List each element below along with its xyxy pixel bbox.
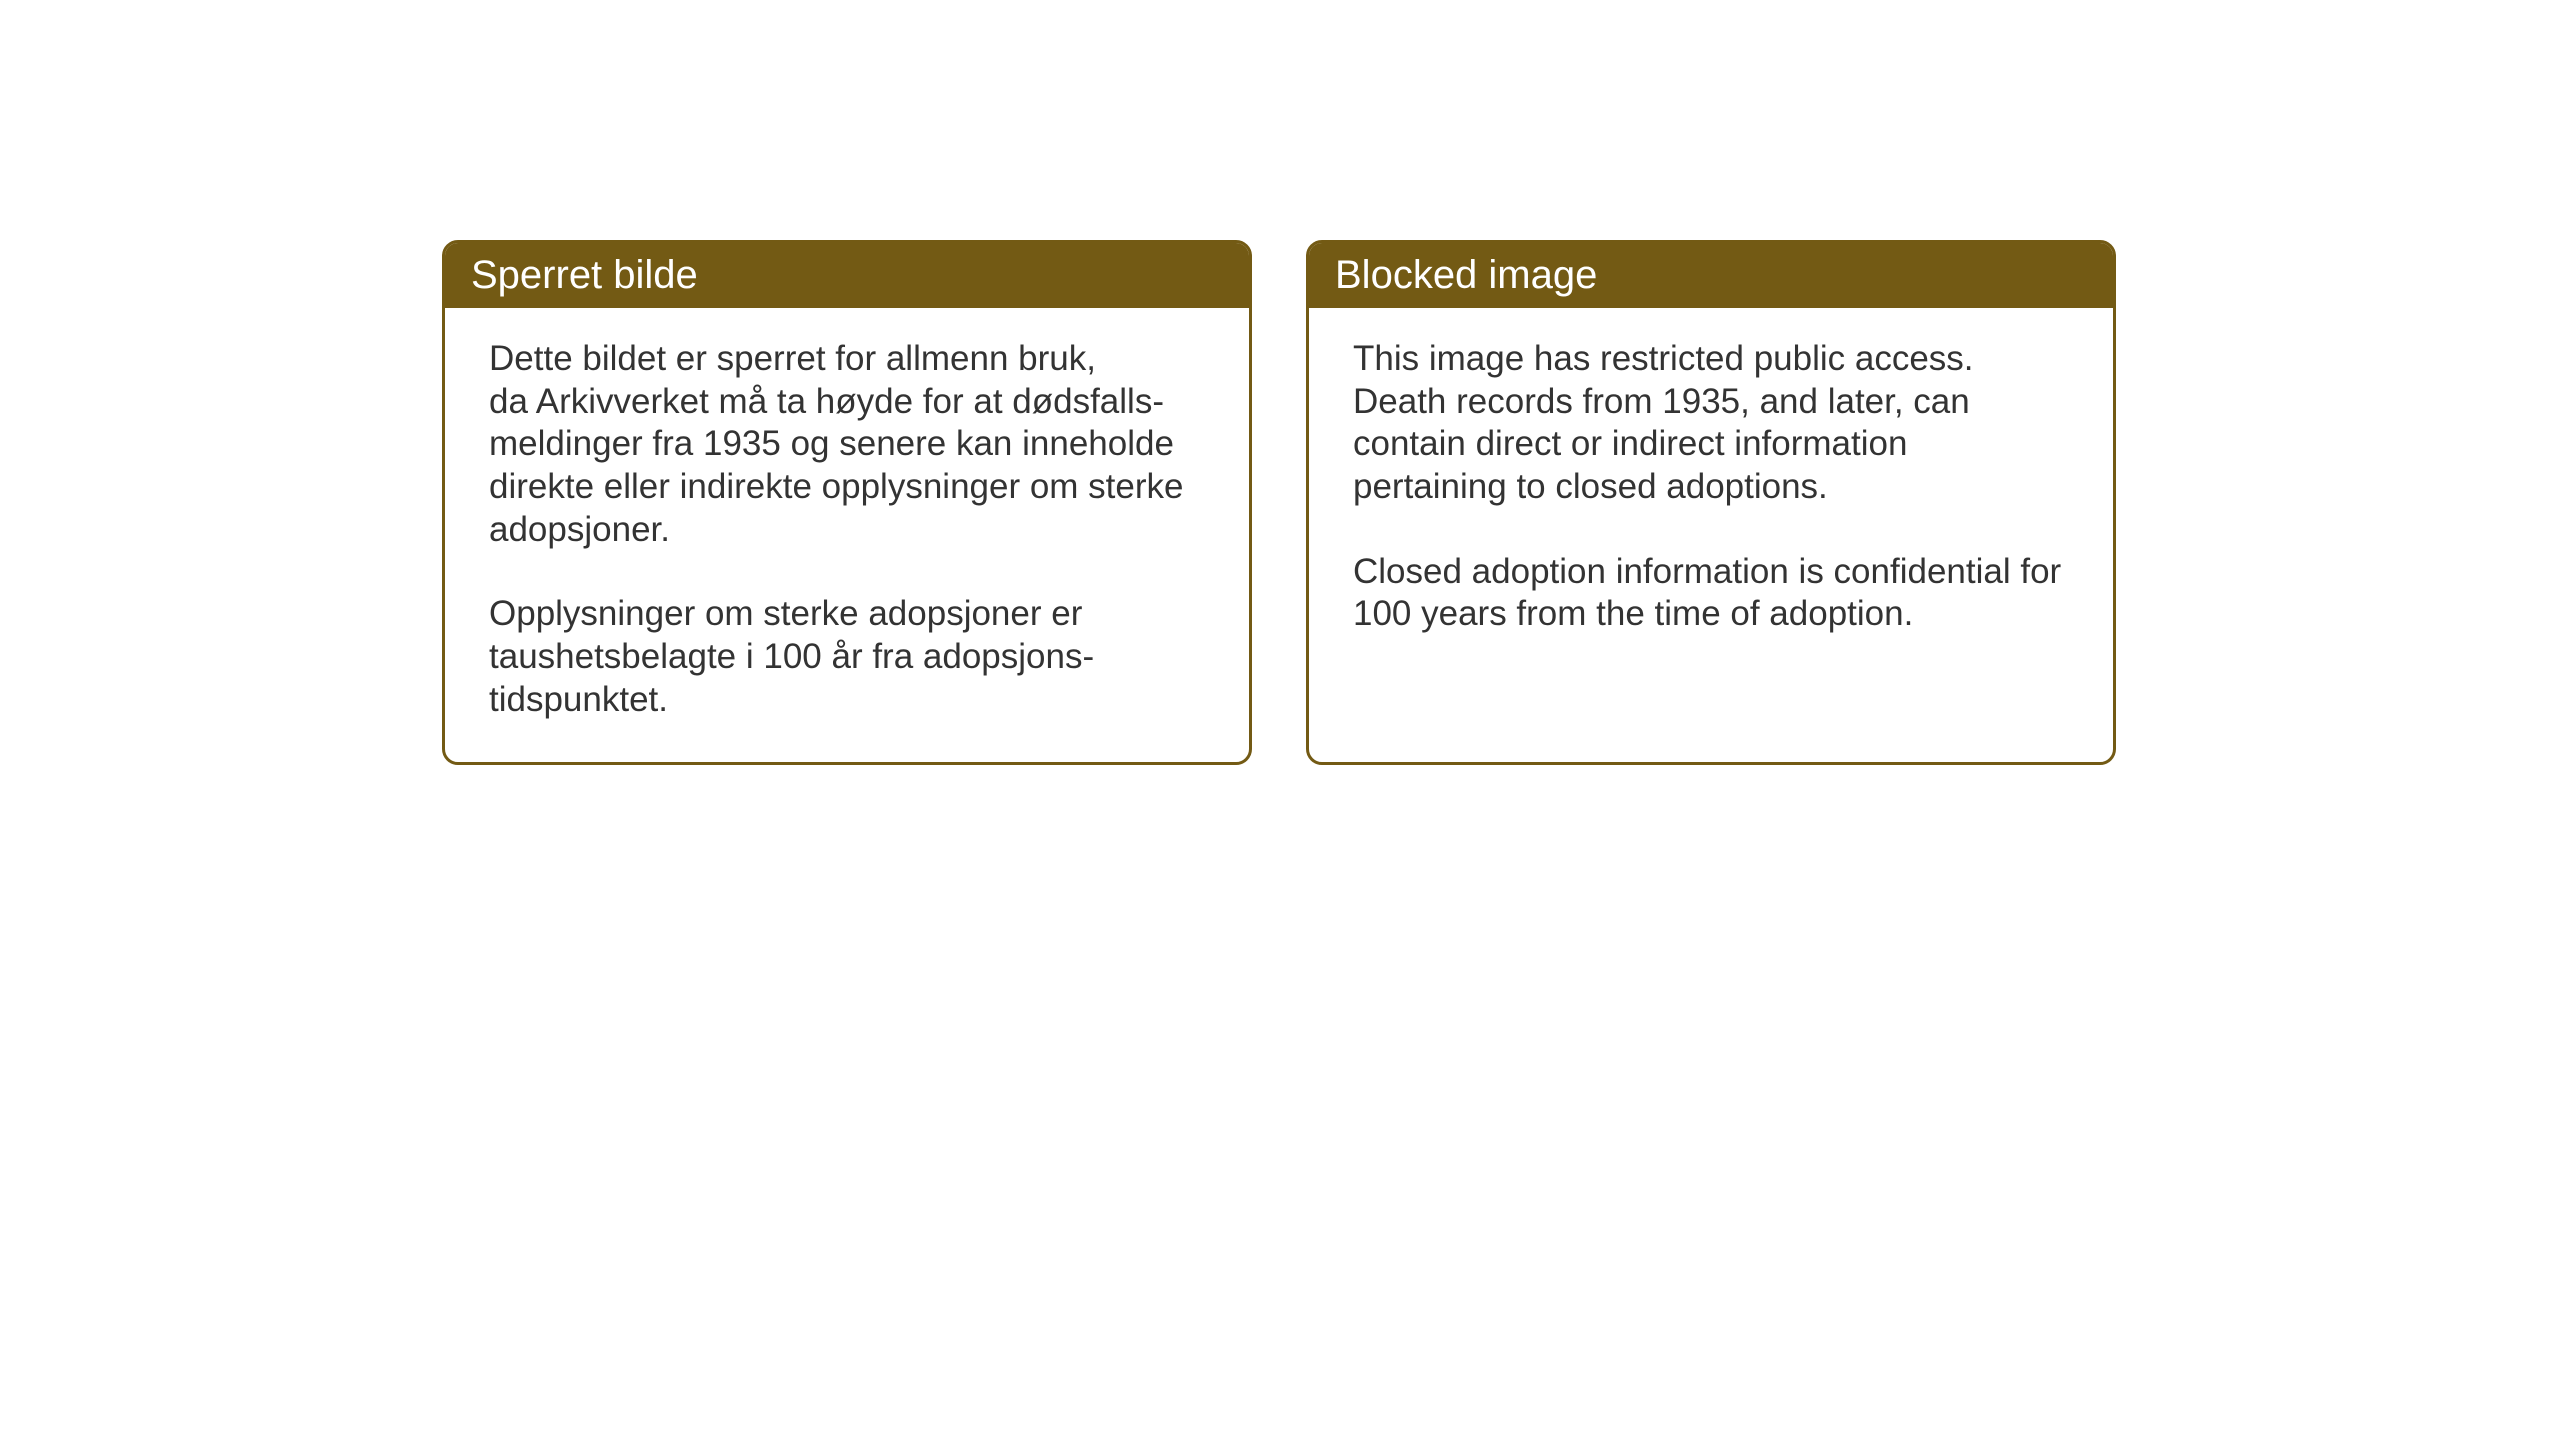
- english-paragraph-1: This image has restricted public access.…: [1353, 338, 2069, 509]
- norwegian-title: Sperret bilde: [471, 253, 698, 297]
- norwegian-header: Sperret bilde: [445, 243, 1249, 308]
- english-paragraph-2: Closed adoption information is confident…: [1353, 551, 2069, 636]
- english-header: Blocked image: [1309, 243, 2113, 308]
- norwegian-paragraph-1: Dette bildet er sperret for allmenn bruk…: [489, 338, 1205, 551]
- norwegian-body: Dette bildet er sperret for allmenn bruk…: [445, 308, 1249, 762]
- english-message-box: Blocked image This image has restricted …: [1306, 240, 2116, 765]
- message-container: Sperret bilde Dette bildet er sperret fo…: [442, 240, 2116, 765]
- english-title: Blocked image: [1335, 253, 1597, 297]
- english-body: This image has restricted public access.…: [1309, 308, 2113, 753]
- norwegian-paragraph-2: Opplysninger om sterke adopsjoner er tau…: [489, 593, 1205, 721]
- norwegian-message-box: Sperret bilde Dette bildet er sperret fo…: [442, 240, 1252, 765]
